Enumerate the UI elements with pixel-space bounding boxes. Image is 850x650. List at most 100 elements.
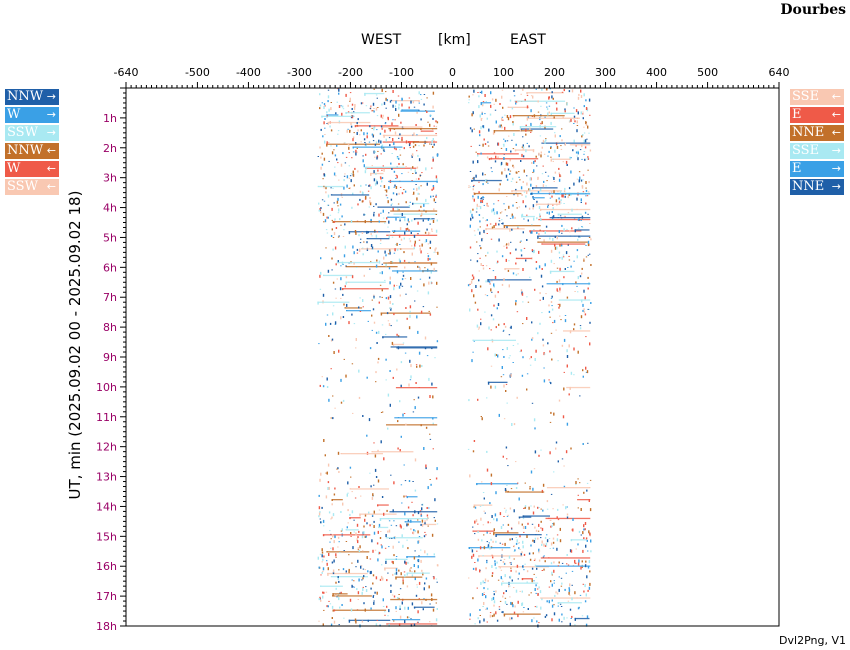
echo-point	[529, 486, 531, 488]
echo-point	[542, 483, 545, 487]
echo-point	[383, 168, 385, 172]
echo-point	[364, 220, 366, 224]
echo-point	[512, 362, 514, 363]
echo-point	[533, 217, 535, 221]
echo-point	[578, 227, 580, 229]
echo-point	[549, 421, 552, 423]
echo-point	[406, 227, 409, 230]
echo-point	[551, 583, 553, 587]
echo-point	[538, 523, 540, 527]
x-tick-label: 200	[544, 66, 565, 79]
echo-point	[403, 495, 405, 498]
echo-point	[373, 108, 375, 109]
echo-streak	[555, 193, 591, 195]
echo-point	[590, 539, 592, 543]
echo-streak	[382, 126, 423, 128]
echo-point	[559, 303, 561, 307]
echo-point	[421, 365, 423, 367]
echo-point	[321, 152, 323, 155]
echo-point	[377, 558, 379, 562]
echo-point	[487, 545, 489, 547]
echo-point	[416, 621, 419, 623]
echo-point	[335, 175, 337, 177]
echo-point	[381, 116, 384, 119]
echo-point	[362, 415, 364, 417]
echo-point	[401, 534, 403, 538]
echo-point	[468, 102, 470, 104]
echo-point	[390, 474, 392, 476]
echo-point	[402, 271, 404, 273]
echo-point	[425, 467, 427, 470]
echo-streak	[345, 112, 370, 114]
echo-point	[504, 168, 506, 172]
echo-point	[504, 563, 507, 565]
echo-point	[350, 116, 353, 119]
echo-point	[566, 364, 568, 368]
echo-point	[394, 119, 396, 121]
echo-point	[428, 377, 430, 381]
echo-point	[404, 352, 407, 354]
echo-point	[549, 316, 551, 318]
echo-point	[398, 103, 400, 106]
echo-point	[571, 597, 573, 601]
echo-point	[403, 147, 405, 150]
echo-streak	[326, 143, 380, 145]
echo-point	[590, 302, 592, 304]
echo-point	[509, 170, 512, 172]
echo-point	[511, 228, 513, 231]
echo-point	[435, 120, 437, 123]
echo-point	[420, 559, 422, 563]
echo-point	[524, 506, 526, 509]
echo-point	[570, 549, 573, 553]
echo-point	[470, 217, 472, 221]
echo-point	[563, 203, 565, 204]
echo-point	[319, 209, 321, 211]
echo-point	[537, 506, 539, 509]
echo-point	[470, 145, 472, 147]
echo-point	[319, 146, 321, 149]
echo-point	[330, 623, 333, 626]
echo-point	[548, 111, 550, 114]
echo-point	[541, 121, 543, 125]
echo-point	[351, 579, 353, 581]
echo-point	[526, 570, 529, 573]
echo-point	[358, 369, 360, 373]
echo-point	[352, 245, 354, 249]
echo-point	[559, 243, 561, 247]
echo-point	[569, 230, 571, 233]
echo-point	[560, 319, 562, 321]
plot-frame	[125, 87, 780, 627]
echo-point	[436, 564, 439, 567]
echo-point	[490, 91, 492, 95]
echo-point	[378, 553, 381, 555]
echo-point	[352, 412, 354, 414]
echo-point	[333, 202, 335, 204]
echo-point	[359, 545, 361, 549]
echo-point	[406, 317, 408, 320]
echo-point	[582, 583, 584, 585]
echo-point	[578, 93, 580, 96]
echo-point	[335, 227, 338, 229]
echo-point	[351, 510, 354, 514]
echo-point	[410, 618, 412, 620]
echo-point	[583, 524, 585, 528]
echo-point	[418, 100, 420, 103]
echo-point	[325, 322, 327, 326]
echo-point	[330, 235, 333, 237]
echo-point	[322, 591, 324, 594]
echo-point	[404, 512, 406, 516]
echo-streak	[317, 301, 350, 303]
echo-point	[426, 355, 429, 357]
echo-point	[416, 166, 419, 169]
echo-streak	[557, 213, 582, 215]
echo-point	[550, 411, 552, 414]
echo-point	[471, 289, 473, 293]
echo-point	[385, 107, 387, 109]
echo-point	[378, 220, 380, 223]
echo-point	[506, 243, 508, 246]
echo-point	[558, 178, 561, 182]
echo-point	[386, 579, 388, 582]
echo-point	[563, 190, 566, 193]
echo-point	[565, 506, 567, 510]
echo-point	[569, 622, 571, 626]
